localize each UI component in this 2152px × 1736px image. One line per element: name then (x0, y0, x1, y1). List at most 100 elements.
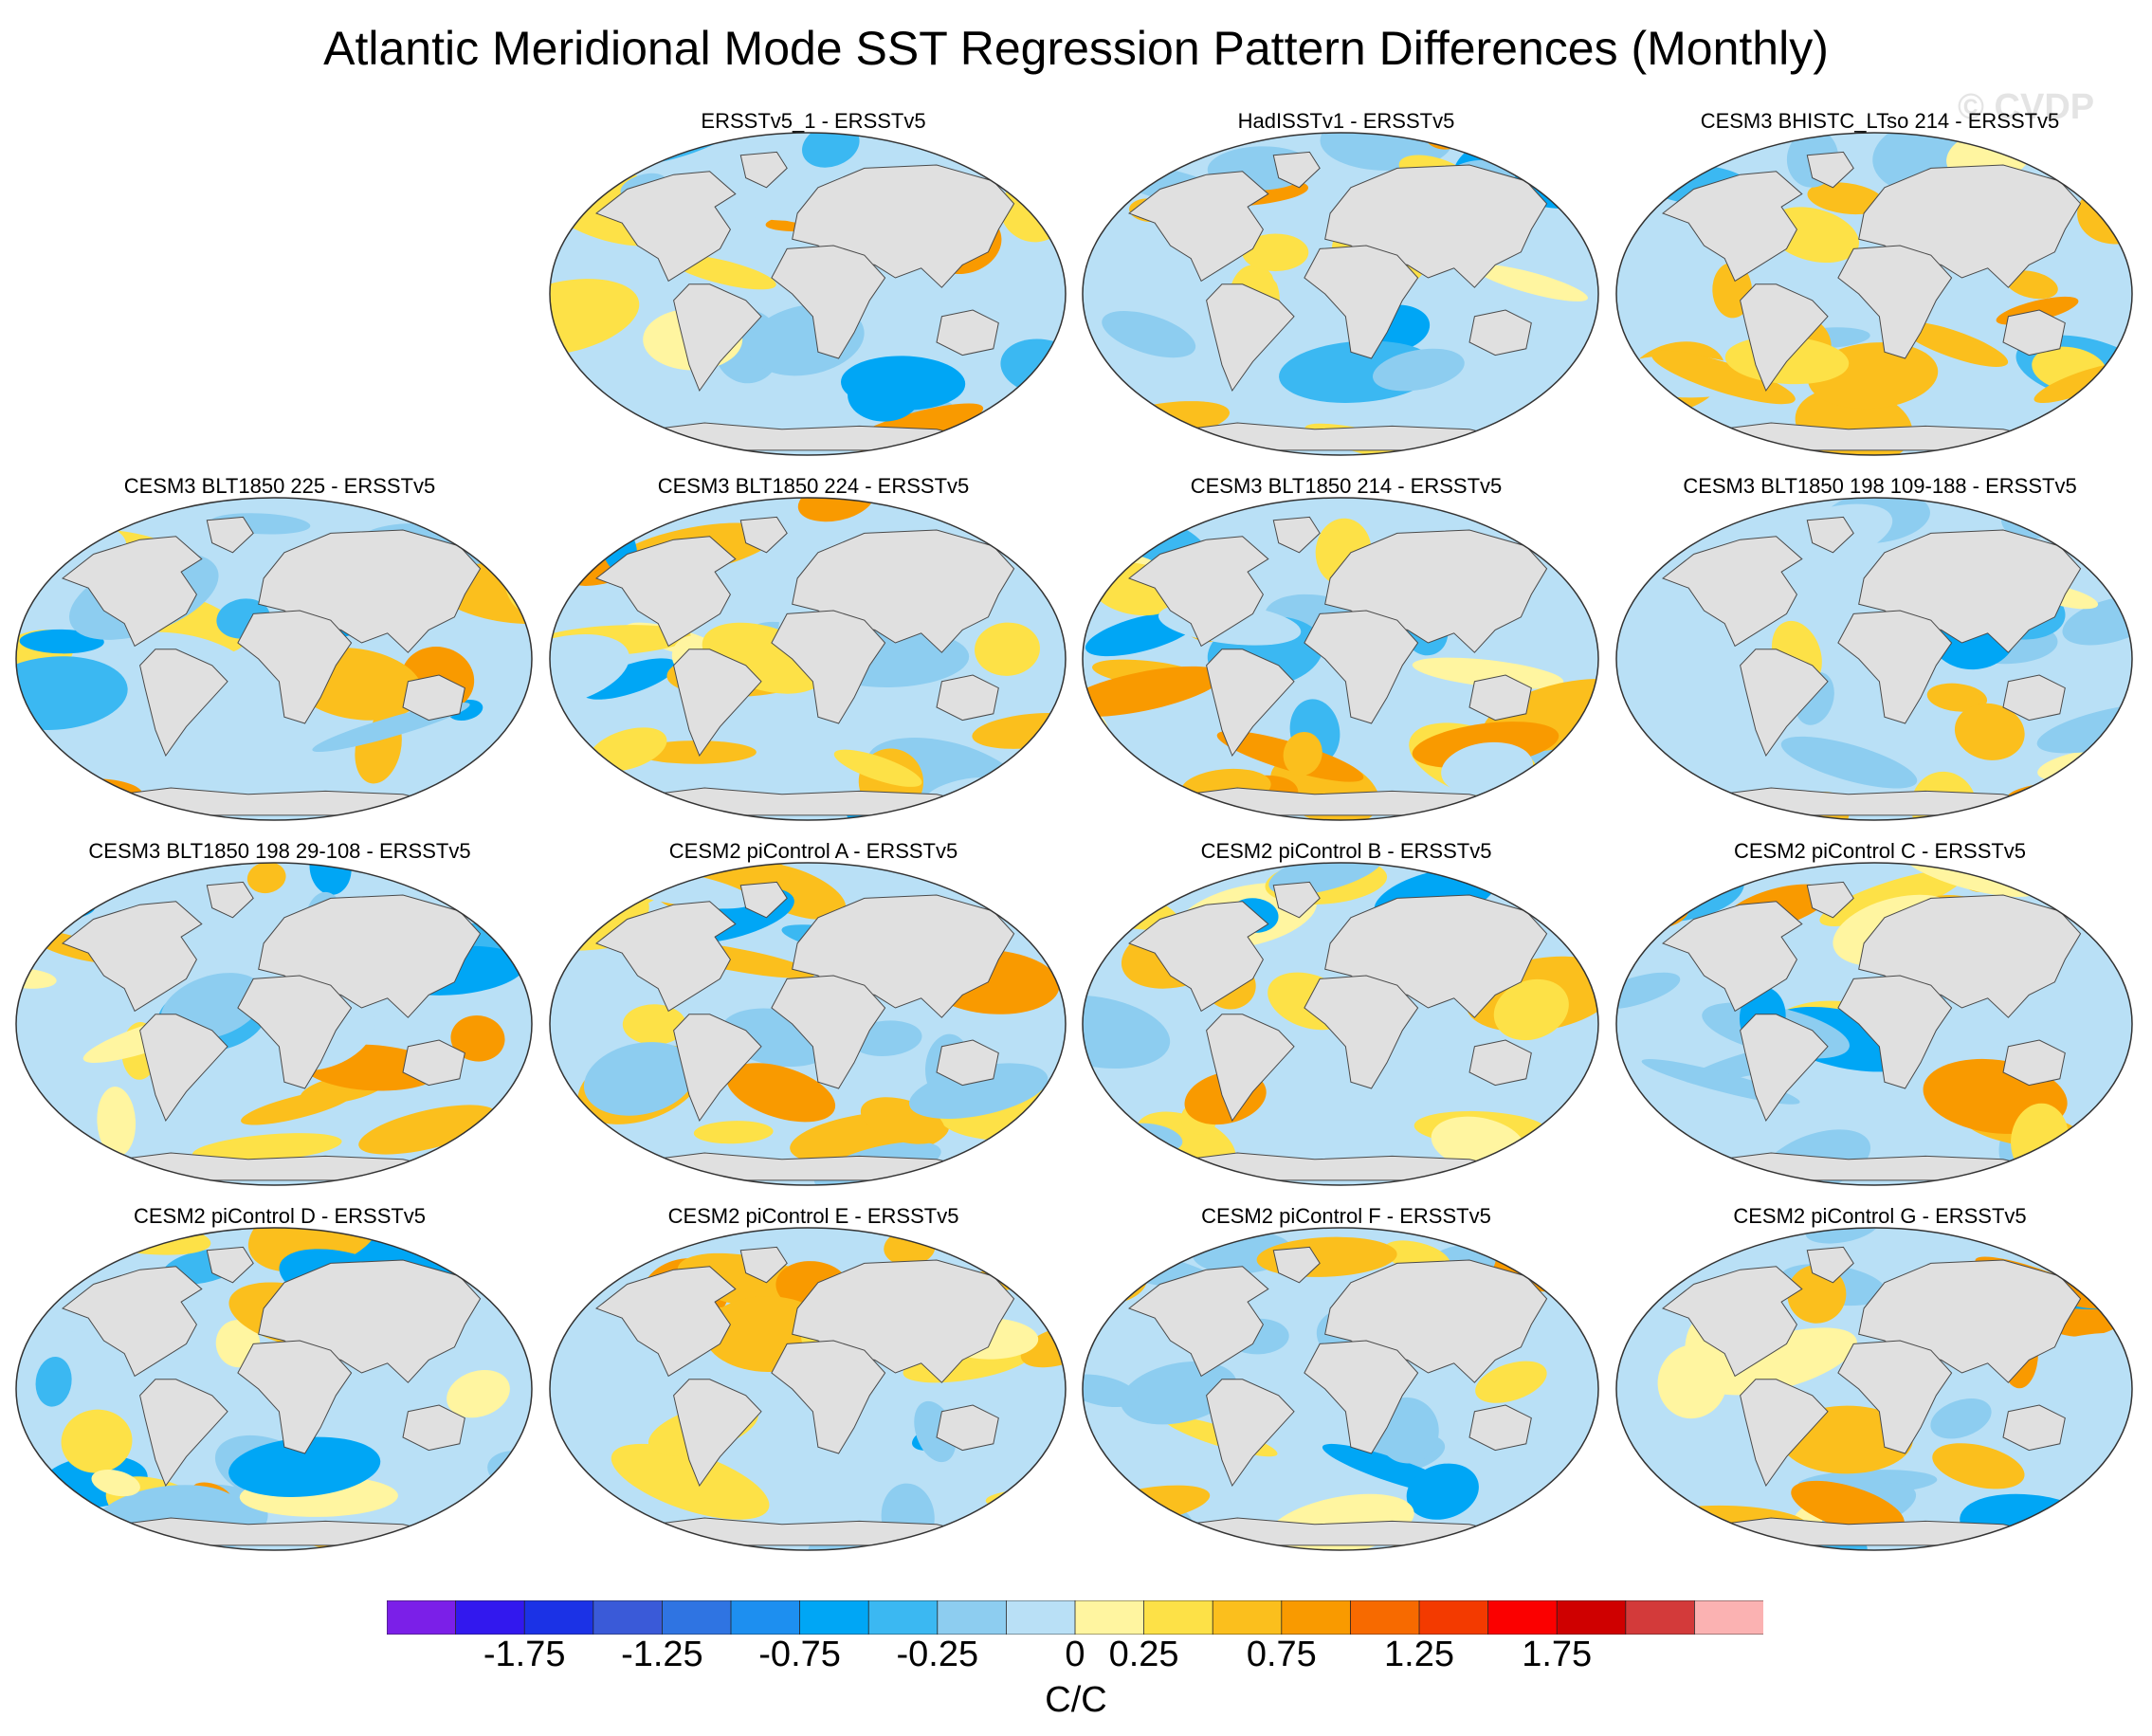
landmass-antarctica (119, 787, 445, 816)
landmass-greenland (739, 151, 788, 189)
landmass-south-america (139, 649, 228, 758)
landmass-south-america (139, 1014, 228, 1123)
positive-anomaly-region (1412, 657, 1564, 689)
colorbar-tick-label: -0.75 (758, 1635, 841, 1674)
landmass-north-america (1661, 171, 1803, 283)
map-panel: CESM2 piControl C - ERSSTv5 (1614, 839, 2145, 1209)
landmass-australia (402, 674, 465, 722)
landmass-australia (2002, 674, 2066, 722)
positive-anomaly-region (984, 133, 1066, 165)
landmass-antarctica (652, 787, 978, 816)
map-panel: CESM2 piControl D - ERSSTv5 (14, 1204, 545, 1574)
landmass-australia (2002, 1404, 2066, 1452)
panel-title: CESM3 BLT1850 224 - ERSSTv5 (657, 474, 970, 498)
landmass-greenland (739, 1246, 788, 1284)
positive-anomaly-region (1083, 666, 1223, 717)
negative-anomaly-region (1009, 1487, 1066, 1550)
panel-title: CESM2 piControl F - ERSSTv5 (1201, 1204, 1491, 1228)
negative-anomaly-region (550, 863, 611, 914)
positive-anomaly-region (247, 1228, 381, 1272)
negative-anomaly-region (1616, 972, 1681, 1010)
colorbar-tick-label: -1.25 (621, 1635, 703, 1674)
positive-anomaly-region (550, 279, 640, 356)
map-panel: CESM3 BLT1850 198 29-108 - ERSSTv5 (14, 839, 545, 1209)
landmass-north-america (594, 171, 737, 283)
landmass-greenland (1806, 151, 1854, 189)
positive-anomaly-region (550, 1527, 579, 1550)
map-outline (1082, 497, 1599, 821)
positive-anomaly-region (550, 863, 605, 922)
positive-anomaly-region (797, 498, 875, 522)
landmass-south-america (1740, 649, 1829, 758)
landmass-australia (936, 674, 999, 722)
landmass-north-america (61, 1266, 203, 1378)
positive-anomaly-region (19, 1245, 65, 1297)
positive-anomaly-region (358, 1105, 497, 1155)
landmass-africa (237, 1340, 353, 1454)
landmass-south-america (1206, 649, 1295, 758)
map-panel: CESM2 piControl E - ERSSTv5 (548, 1204, 1079, 1574)
landmass-north-america (1127, 901, 1269, 1013)
panel-title: CESM3 BLT1850 214 - ERSSTv5 (1190, 474, 1503, 498)
landmass-antarctica (1719, 1517, 2045, 1546)
landmass-greenland (1272, 516, 1321, 554)
map-outline (549, 1227, 1067, 1551)
landmass-antarctica (119, 1517, 445, 1546)
landmass-north-america (594, 901, 737, 1013)
colorbar-tick-label: -0.25 (896, 1635, 979, 1674)
map-outline (1082, 1227, 1599, 1551)
landmass-north-america (1127, 536, 1269, 648)
landmass-greenland (1806, 1246, 1854, 1284)
landmass-antarctica (1185, 1152, 1511, 1181)
positive-anomaly-region (450, 1015, 505, 1062)
negative-anomaly-region (1121, 1361, 1237, 1425)
map-svg (1082, 132, 1599, 456)
map-panel: CESM3 BHISTC_LTso 214 - ERSSTv5 (1614, 109, 2145, 479)
landmass-greenland (1272, 1246, 1321, 1284)
landmass-south-america (673, 1014, 762, 1123)
positive-anomaly-region (1791, 1480, 1905, 1534)
negative-anomaly-region (1780, 736, 1918, 789)
negative-anomaly-region (19, 629, 104, 654)
colorbar-bin (1281, 1600, 1352, 1635)
colorbar-bin (523, 1600, 594, 1635)
landmass-antarctica (1185, 422, 1511, 451)
negative-anomaly-region (16, 498, 54, 527)
negative-anomaly-region (1083, 1374, 1139, 1408)
positive-anomaly-region (726, 1063, 836, 1123)
landmass-antarctica (119, 1152, 445, 1181)
map-panel: CESM3 BLT1850 225 - ERSSTv5 (14, 474, 545, 844)
map-panel: HadISSTv1 - ERSSTv5 (1081, 109, 1612, 479)
positive-anomaly-region (1616, 1231, 1658, 1307)
landmass-south-america (1740, 283, 1829, 393)
negative-anomaly-region (848, 369, 921, 422)
landmass-australia (936, 1039, 999, 1087)
positive-anomaly-region (432, 1147, 532, 1185)
landmass-south-america (1206, 1379, 1295, 1488)
landmass-north-america (1661, 1266, 1803, 1378)
positive-anomaly-region (1083, 1228, 1175, 1249)
landmass-north-america (61, 536, 203, 648)
positive-anomaly-region (1474, 264, 1588, 302)
negative-anomaly-region (2029, 133, 2098, 174)
landmass-africa (771, 245, 886, 359)
positive-anomaly-region (833, 749, 922, 787)
colorbar-bin (593, 1600, 664, 1635)
colorbar-bin (730, 1600, 801, 1635)
negative-anomaly-region (1030, 1228, 1066, 1246)
negative-anomaly-region (1102, 310, 1196, 358)
landmass-south-america (139, 1379, 228, 1488)
colorbar-bin (1143, 1600, 1214, 1635)
map-panel: ERSSTv5_1 - ERSSTv5 (548, 109, 1079, 479)
landmass-north-america (594, 1266, 737, 1378)
panel-title: CESM3 BLT1850 198 29-108 - ERSSTv5 (88, 839, 471, 863)
positive-anomaly-region (61, 1409, 133, 1473)
negative-anomaly-region (550, 634, 629, 708)
map-svg (1082, 1227, 1599, 1551)
positive-anomaly-region (1932, 1443, 2025, 1489)
map-panel: CESM2 piControl F - ERSSTv5 (1081, 1204, 1612, 1574)
map-svg (1615, 1227, 2133, 1551)
landmass-greenland (739, 881, 788, 919)
negative-anomaly-region (966, 1228, 1053, 1274)
landmass-greenland (1806, 516, 1854, 554)
